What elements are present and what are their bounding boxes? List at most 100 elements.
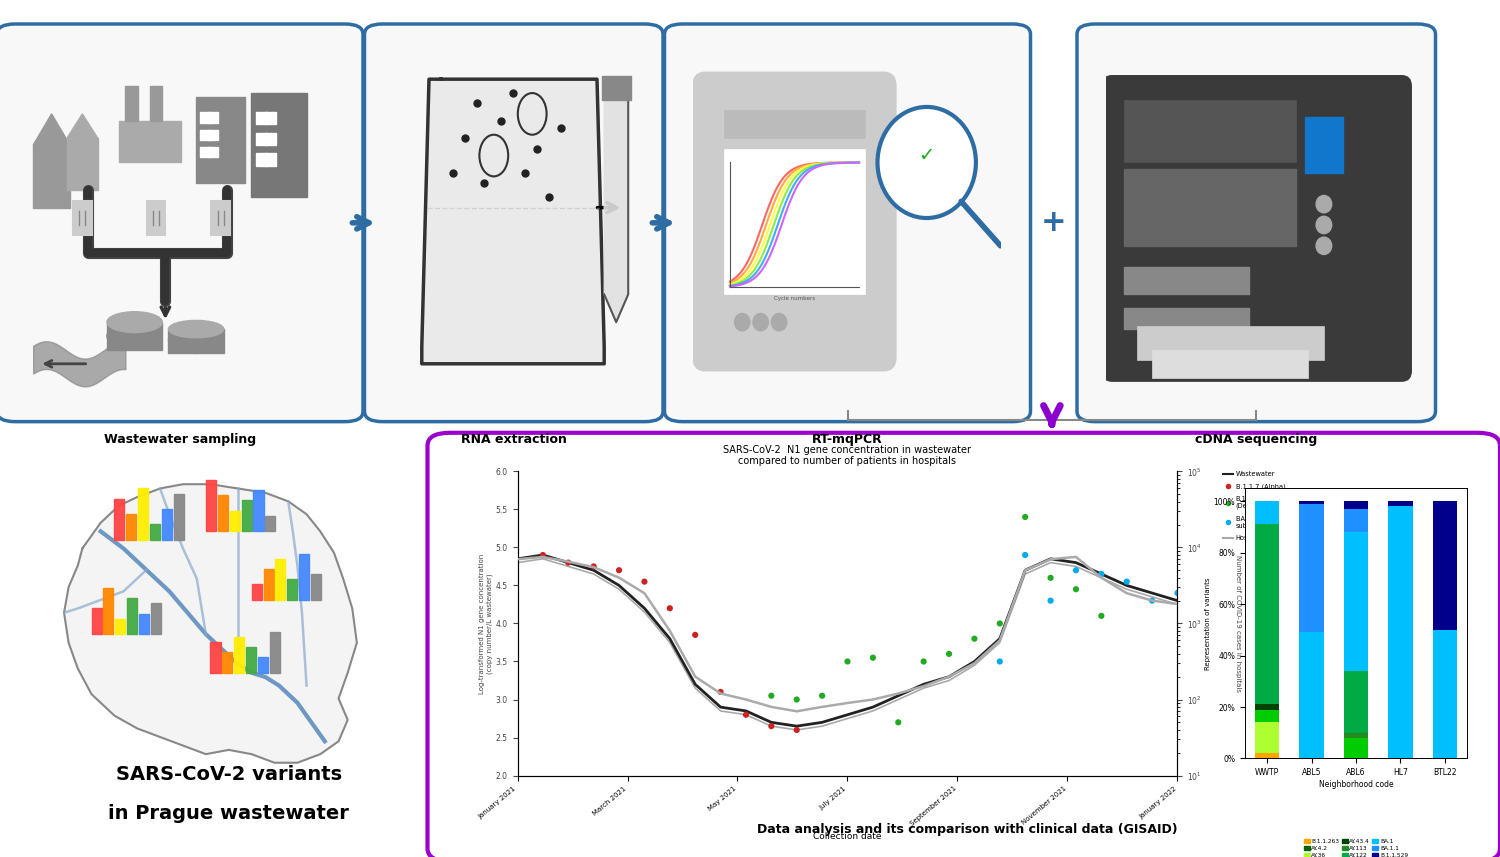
FancyBboxPatch shape xyxy=(1102,75,1412,381)
Text: ✓: ✓ xyxy=(918,146,934,165)
Bar xyxy=(114,499,125,540)
Point xyxy=(1013,510,1036,524)
Ellipse shape xyxy=(106,322,162,350)
Text: Wastewater sampling: Wastewater sampling xyxy=(104,433,256,446)
Bar xyxy=(252,93,308,197)
Point xyxy=(836,655,860,668)
Circle shape xyxy=(1316,195,1332,213)
Bar xyxy=(150,87,162,121)
Bar xyxy=(200,112,210,123)
Y-axis label: Number of COVID-19 cases in hospitals: Number of COVID-19 cases in hospitals xyxy=(1234,555,1240,692)
Point xyxy=(1166,586,1190,600)
Point xyxy=(861,650,885,664)
Point xyxy=(1064,563,1088,577)
Circle shape xyxy=(735,314,750,331)
Bar xyxy=(147,201,165,236)
Bar xyxy=(264,569,273,600)
Bar xyxy=(138,488,148,540)
Bar xyxy=(118,121,180,163)
Bar xyxy=(258,657,268,673)
Point xyxy=(938,647,962,661)
Bar xyxy=(196,97,246,183)
Bar xyxy=(150,524,160,540)
Point xyxy=(556,556,580,570)
FancyBboxPatch shape xyxy=(427,433,1500,857)
Y-axis label: Representation of variants: Representation of variants xyxy=(1204,578,1210,669)
Bar xyxy=(104,588,114,634)
Bar xyxy=(1124,267,1250,295)
Point xyxy=(708,685,732,698)
Bar xyxy=(1388,501,1413,506)
Ellipse shape xyxy=(168,321,224,338)
Text: in Prague wastewater: in Prague wastewater xyxy=(108,804,350,823)
Bar xyxy=(1256,524,1280,704)
Bar xyxy=(210,642,220,673)
X-axis label: Collection date: Collection date xyxy=(813,831,882,841)
Circle shape xyxy=(771,314,788,331)
Bar xyxy=(106,322,162,350)
Point xyxy=(810,689,834,703)
Bar xyxy=(602,75,630,100)
Point xyxy=(759,719,783,733)
Text: RNA extraction: RNA extraction xyxy=(460,433,567,446)
Bar xyxy=(246,647,256,673)
Point xyxy=(1089,567,1113,581)
Bar xyxy=(1344,501,1368,509)
Text: Cycle numbers: Cycle numbers xyxy=(774,296,814,301)
Point xyxy=(608,563,631,577)
Point xyxy=(682,628,706,642)
Point xyxy=(1140,594,1164,608)
Text: cDNA sequencing: cDNA sequencing xyxy=(1196,433,1317,446)
Bar xyxy=(1344,532,1368,671)
Bar xyxy=(1388,506,1413,758)
Bar xyxy=(162,509,172,540)
Bar xyxy=(1137,326,1324,360)
Bar xyxy=(266,516,276,531)
Bar xyxy=(206,480,216,531)
Point xyxy=(1114,575,1138,589)
Bar xyxy=(270,632,280,673)
Legend: B.1.1.263, AY.4.2, AY.36, AY.43, AY.43.4, AY.113, AY.122, BA.1, BA.1.1, B.1.1.52: B.1.1.263, AY.4.2, AY.36, AY.43, AY.43.4… xyxy=(1302,837,1410,857)
Circle shape xyxy=(753,314,768,331)
Bar xyxy=(33,145,70,207)
Bar xyxy=(92,608,102,634)
Bar xyxy=(68,138,98,190)
Bar xyxy=(116,619,126,634)
Bar xyxy=(1344,733,1368,738)
Bar xyxy=(140,614,148,634)
Bar xyxy=(1432,630,1456,758)
Y-axis label: Log-transformed N1 gene concentration
(copy number/L wastewater): Log-transformed N1 gene concentration (c… xyxy=(480,554,494,693)
Bar xyxy=(126,514,136,540)
Bar xyxy=(1256,704,1280,710)
Bar xyxy=(217,495,228,531)
Bar xyxy=(298,554,309,600)
Bar xyxy=(723,111,866,138)
Polygon shape xyxy=(422,79,604,363)
Bar xyxy=(174,494,184,540)
Bar xyxy=(1344,671,1368,733)
Bar xyxy=(256,153,267,166)
Bar xyxy=(254,490,264,531)
Bar xyxy=(234,637,244,673)
Ellipse shape xyxy=(168,326,224,353)
Ellipse shape xyxy=(106,312,162,333)
Point xyxy=(1013,548,1036,562)
Bar xyxy=(168,329,224,353)
Bar xyxy=(266,153,276,166)
Bar xyxy=(256,133,267,145)
Bar xyxy=(252,584,261,600)
Bar xyxy=(1256,501,1280,524)
Polygon shape xyxy=(64,484,357,763)
Text: +: + xyxy=(1041,208,1066,237)
Bar xyxy=(200,147,210,158)
Bar xyxy=(1124,309,1250,329)
Bar xyxy=(152,603,160,634)
Point xyxy=(633,575,657,589)
Bar xyxy=(256,111,267,124)
FancyBboxPatch shape xyxy=(664,24,1030,422)
Bar xyxy=(209,129,218,140)
Circle shape xyxy=(1316,216,1332,234)
Polygon shape xyxy=(604,87,628,322)
Point xyxy=(988,617,1012,631)
Bar xyxy=(209,112,218,123)
